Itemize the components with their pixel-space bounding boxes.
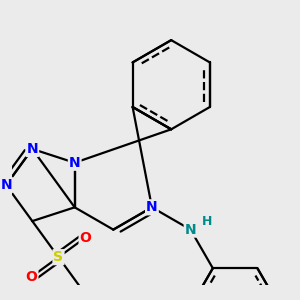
Text: O: O [26,270,38,284]
Text: N: N [69,156,80,170]
Text: N: N [26,142,38,156]
Text: O: O [80,230,92,244]
Text: N: N [185,223,196,237]
Text: S: S [53,250,64,264]
Text: N: N [146,200,158,214]
Text: N: N [0,178,12,192]
Text: H: H [202,215,213,228]
